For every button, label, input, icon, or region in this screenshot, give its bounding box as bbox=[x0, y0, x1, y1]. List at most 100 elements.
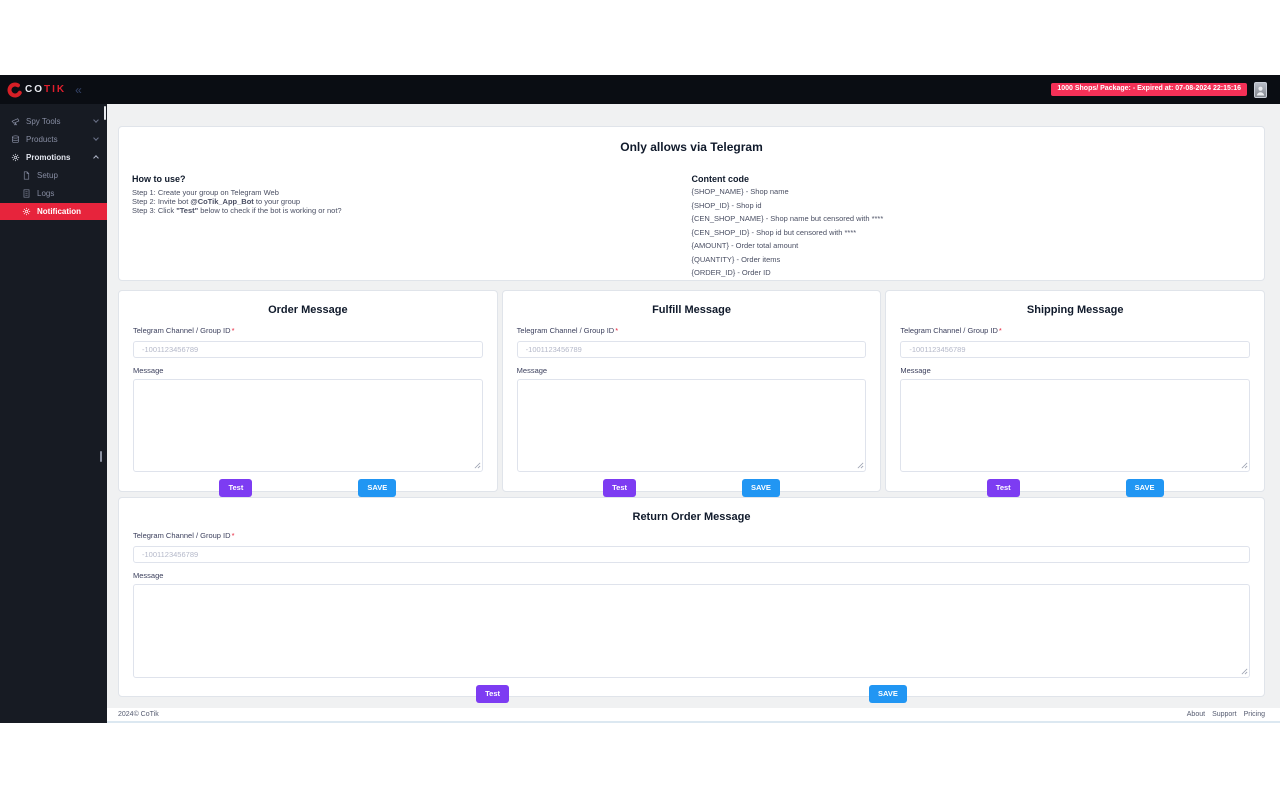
how-to-use-title: How to use? bbox=[132, 174, 186, 184]
cotik-logo-icon bbox=[7, 82, 23, 97]
chevron-up-icon bbox=[93, 155, 99, 161]
sidebar-item-label: Logs bbox=[37, 188, 55, 198]
sidebar-item-label: Products bbox=[26, 134, 58, 144]
sidebar: Spy Tools Products Promo bbox=[0, 104, 107, 723]
sidebar-item-logs[interactable]: Logs bbox=[0, 184, 107, 202]
order-message-textarea[interactable] bbox=[133, 379, 483, 472]
message-textarea-wrap bbox=[133, 584, 1250, 678]
content-code-item: {QUANTITY} - Order items bbox=[691, 254, 781, 264]
order-message-panel: Order Message Telegram Channel / Group I… bbox=[118, 290, 498, 497]
panel-title: Fulfill Message bbox=[652, 304, 731, 316]
gear-icon bbox=[11, 153, 20, 161]
footer-link-pricing[interactable]: Pricing bbox=[1243, 711, 1265, 718]
how-to-step-2: Step 2: Invite bot @CoTik_App_Bot to you… bbox=[132, 197, 301, 206]
logo-text-co: CO bbox=[25, 84, 44, 95]
logo-text: COTIK bbox=[25, 84, 66, 95]
main-content: Only allows via Telegram How to use? Ste… bbox=[107, 104, 1280, 723]
content-code-item: {ORDER_ID} - Order ID bbox=[691, 268, 771, 277]
content-code-item: {CEN_SHOP_ID} - Shop id but censored wit… bbox=[691, 227, 857, 237]
content-code-section: Content code {SHOP_NAME} - Shop name {SH… bbox=[692, 174, 1252, 283]
file-icon bbox=[23, 171, 30, 179]
panel-buttons: Test SAVE bbox=[133, 479, 483, 497]
sidebar-collapse-button[interactable]: « bbox=[75, 82, 82, 97]
sidebar-item-promotions[interactable]: Promotions bbox=[0, 148, 107, 166]
content-code-item: {SHOP_ID} - Shop id bbox=[691, 200, 762, 210]
order-save-button[interactable]: SAVE bbox=[358, 479, 397, 497]
sidebar-scrollbar-thumb-lower[interactable] bbox=[100, 451, 102, 462]
top-bar: COTIK « 1000 Shops/ Package: - Expired a… bbox=[0, 75, 1280, 104]
return-message-textarea[interactable] bbox=[133, 584, 1250, 678]
content-code-item: {CEN_SHOP_NAME} - Shop name but censored… bbox=[691, 214, 884, 223]
how-to-step-1: Step 1: Create your group on Telegram We… bbox=[132, 188, 279, 197]
copyright-text: 2024© CoTik bbox=[118, 711, 159, 718]
message-textarea-wrap bbox=[133, 379, 483, 472]
sidebar-item-label: Promotions bbox=[26, 152, 71, 162]
message-textarea-wrap bbox=[900, 379, 1251, 472]
person-icon bbox=[1256, 86, 1265, 95]
cotik-app-window: COTIK « 1000 Shops/ Package: - Expired a… bbox=[0, 75, 1280, 723]
order-test-button[interactable]: Test bbox=[219, 479, 253, 497]
gear-icon bbox=[22, 207, 31, 216]
brand-logo: COTIK « bbox=[0, 75, 107, 104]
required-asterisk: * bbox=[231, 326, 235, 335]
sidebar-menu: Spy Tools Products Promo bbox=[0, 104, 107, 220]
required-asterisk: * bbox=[231, 531, 235, 540]
logo-text-tik: TIK bbox=[44, 84, 67, 95]
fulfill-test-button[interactable]: Test bbox=[603, 479, 636, 497]
fulfill-message-panel: Fulfill Message Telegram Channel / Group… bbox=[501, 290, 882, 497]
telescope-icon bbox=[11, 117, 20, 125]
return-test-button[interactable]: Test bbox=[476, 685, 509, 703]
bot-handle: @CoTik_App_Bot bbox=[190, 197, 254, 206]
package-expiry-badge: 1000 Shops/ Package: - Expired at: 07-08… bbox=[1051, 83, 1247, 96]
chevron-down-icon bbox=[93, 135, 99, 141]
fulfill-message-textarea[interactable] bbox=[516, 379, 867, 472]
file-text-icon bbox=[23, 189, 30, 197]
sidebar-item-label: Spy Tools bbox=[26, 116, 61, 126]
content-code-item: {AMOUNT} - Order total amount bbox=[691, 241, 799, 250]
test-keyword: "Test" bbox=[176, 206, 199, 215]
panel-title: Shipping Message bbox=[1026, 304, 1124, 316]
shipping-message-textarea[interactable] bbox=[900, 379, 1251, 472]
how-to-use-section: How to use? Step 1: Create your group on… bbox=[132, 174, 692, 283]
sidebar-scrollbar-thumb[interactable] bbox=[104, 106, 106, 120]
footer-link-support[interactable]: Support bbox=[1212, 711, 1237, 718]
return-save-button[interactable]: SAVE bbox=[869, 685, 907, 703]
telegram-info-card: Only allows via Telegram How to use? Ste… bbox=[118, 126, 1265, 281]
panel-title: Return Order Message bbox=[632, 511, 751, 523]
shipping-message-panel: Shipping Message Telegram Channel / Grou… bbox=[885, 290, 1266, 497]
required-asterisk: * bbox=[615, 326, 619, 335]
fulfill-save-button[interactable]: SAVE bbox=[742, 479, 780, 497]
panel-buttons: Test SAVE bbox=[517, 479, 867, 497]
required-asterisk: * bbox=[998, 326, 1002, 335]
sidebar-item-notification[interactable]: Notification bbox=[0, 203, 107, 220]
info-columns: How to use? Step 1: Create your group on… bbox=[119, 174, 1264, 283]
channel-label: Telegram Channel / Group ID* bbox=[133, 326, 235, 335]
footer: 2024© CoTik About Support Pricing bbox=[107, 708, 1280, 723]
panel-title: Order Message bbox=[268, 304, 348, 316]
sidebar-item-label: Notification bbox=[37, 207, 81, 216]
shipping-save-button[interactable]: SAVE bbox=[1125, 479, 1164, 497]
sidebar-item-setup[interactable]: Setup bbox=[0, 166, 107, 184]
message-label: Message bbox=[516, 366, 548, 375]
chevron-down-icon bbox=[93, 117, 99, 123]
panel-buttons: Test SAVE bbox=[133, 685, 1250, 703]
sidebar-item-label: Setup bbox=[37, 170, 58, 180]
page-title: Only allows via Telegram bbox=[620, 140, 763, 154]
order-channel-input[interactable] bbox=[133, 341, 483, 358]
footer-links: About Support Pricing bbox=[1187, 711, 1265, 718]
channel-label: Telegram Channel / Group ID* bbox=[516, 326, 619, 335]
return-channel-input[interactable] bbox=[133, 546, 1250, 563]
shipping-channel-input[interactable] bbox=[900, 341, 1251, 358]
message-label: Message bbox=[133, 571, 164, 580]
footer-link-about[interactable]: About bbox=[1186, 711, 1206, 718]
user-avatar[interactable] bbox=[1254, 81, 1267, 98]
message-label: Message bbox=[900, 366, 931, 375]
panel-buttons: Test SAVE bbox=[900, 479, 1250, 497]
sidebar-item-products[interactable]: Products bbox=[0, 130, 107, 148]
fulfill-channel-input[interactable] bbox=[516, 341, 867, 358]
return-order-message-panel: Return Order Message Telegram Channel / … bbox=[118, 497, 1265, 703]
shipping-test-button[interactable]: Test bbox=[986, 479, 1020, 497]
message-label: Message bbox=[133, 366, 164, 375]
sidebar-item-spy-tools[interactable]: Spy Tools bbox=[0, 112, 107, 130]
